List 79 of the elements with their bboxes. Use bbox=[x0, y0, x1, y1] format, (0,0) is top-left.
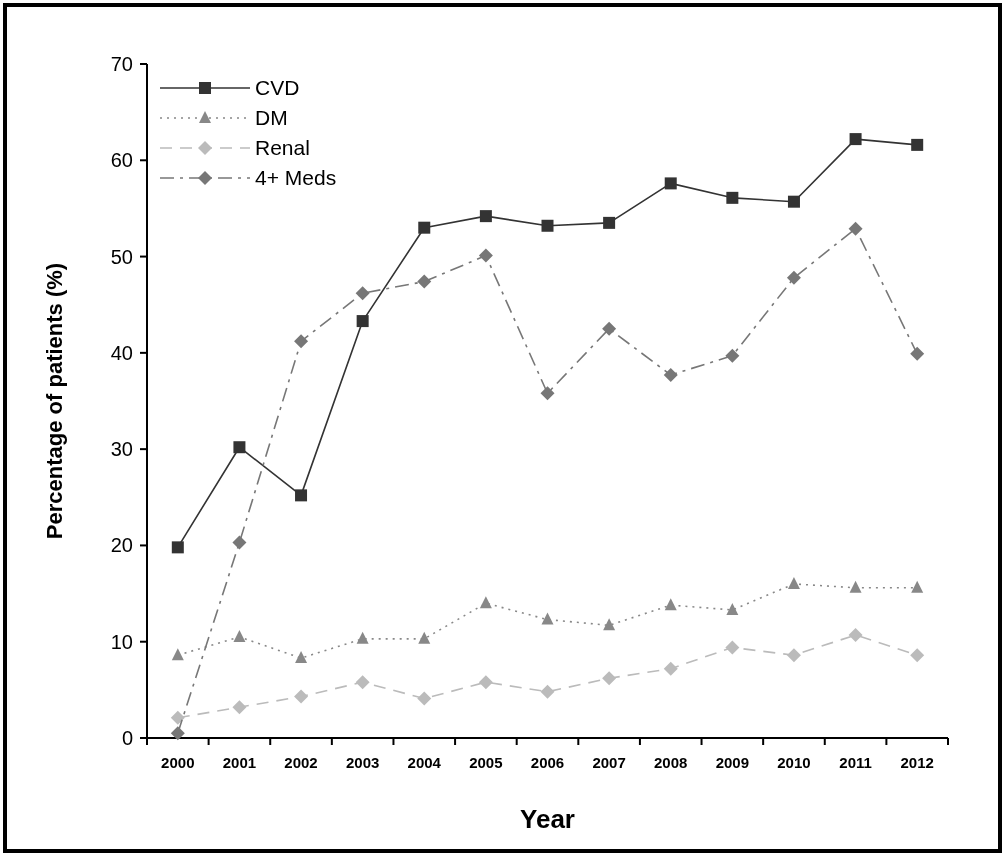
y-tick-label: 0 bbox=[121, 727, 133, 749]
point bbox=[540, 386, 555, 401]
point bbox=[602, 671, 617, 686]
point bbox=[787, 195, 800, 208]
point bbox=[726, 191, 739, 204]
y-tick-label: 20 bbox=[110, 534, 133, 557]
point bbox=[171, 648, 184, 661]
point bbox=[295, 651, 308, 664]
x-tick-label: 2008 bbox=[654, 754, 688, 771]
legend-label: DM bbox=[255, 106, 288, 130]
point bbox=[848, 627, 863, 642]
x-tick-label: 2001 bbox=[222, 754, 257, 771]
x-tick-label: 2003 bbox=[345, 754, 380, 771]
point bbox=[232, 700, 247, 715]
point bbox=[479, 210, 492, 223]
x-tick-label: 2004 bbox=[407, 754, 442, 771]
point bbox=[355, 675, 370, 690]
point bbox=[418, 631, 431, 644]
y-tick-label: 10 bbox=[110, 630, 133, 653]
legend-label: Renal bbox=[255, 136, 310, 160]
point bbox=[602, 321, 617, 336]
point bbox=[786, 270, 801, 285]
point bbox=[911, 580, 924, 593]
y-tick-label: 40 bbox=[110, 341, 133, 364]
point bbox=[295, 489, 308, 502]
point bbox=[911, 138, 924, 151]
x-tick-label: 2012 bbox=[900, 754, 934, 771]
y-tick-label: 30 bbox=[110, 438, 133, 461]
x-tick-label: 2011 bbox=[839, 754, 872, 771]
point bbox=[787, 576, 800, 589]
point bbox=[171, 541, 184, 554]
point bbox=[540, 684, 555, 699]
legend-label: CVD bbox=[255, 76, 300, 100]
point bbox=[849, 580, 862, 593]
x-tick-label: 2005 bbox=[469, 754, 503, 771]
point bbox=[170, 710, 185, 725]
point bbox=[910, 648, 925, 663]
y-tick-label: 50 bbox=[110, 245, 133, 268]
point bbox=[233, 629, 246, 642]
point bbox=[541, 219, 554, 232]
point bbox=[478, 248, 493, 263]
x-tick-label: 2002 bbox=[284, 754, 318, 771]
point bbox=[417, 691, 432, 706]
x-tick-label: 2006 bbox=[530, 754, 565, 771]
point bbox=[479, 596, 492, 609]
point bbox=[294, 334, 309, 349]
x-tick-label: 2000 bbox=[161, 754, 195, 771]
point bbox=[663, 661, 678, 676]
point bbox=[418, 221, 431, 234]
y-tick-label: 70 bbox=[110, 53, 133, 75]
point bbox=[603, 618, 616, 631]
y-tick-label: 60 bbox=[110, 149, 133, 172]
point bbox=[478, 675, 493, 690]
point bbox=[848, 221, 863, 236]
y-axis-title: Percentage of patients (%) bbox=[42, 262, 67, 540]
point bbox=[910, 346, 925, 361]
point bbox=[541, 612, 554, 625]
legend-label: 4+ Meds bbox=[255, 166, 337, 190]
point bbox=[664, 177, 677, 190]
x-tick-label: 2010 bbox=[777, 754, 811, 771]
point bbox=[356, 315, 369, 328]
point bbox=[355, 286, 370, 301]
point bbox=[664, 598, 677, 611]
point bbox=[786, 648, 801, 663]
x-tick-label: 2007 bbox=[592, 754, 626, 771]
point bbox=[356, 631, 369, 644]
point bbox=[233, 441, 246, 454]
point bbox=[849, 133, 862, 146]
point bbox=[726, 602, 739, 615]
point bbox=[603, 216, 616, 229]
point bbox=[725, 348, 740, 363]
point bbox=[417, 274, 432, 289]
point bbox=[170, 726, 185, 741]
x-tick-label: 2009 bbox=[715, 754, 750, 771]
point bbox=[294, 689, 309, 704]
x-axis-title: Year bbox=[520, 804, 575, 834]
point bbox=[663, 368, 678, 382]
point bbox=[725, 640, 740, 655]
point bbox=[232, 535, 247, 550]
